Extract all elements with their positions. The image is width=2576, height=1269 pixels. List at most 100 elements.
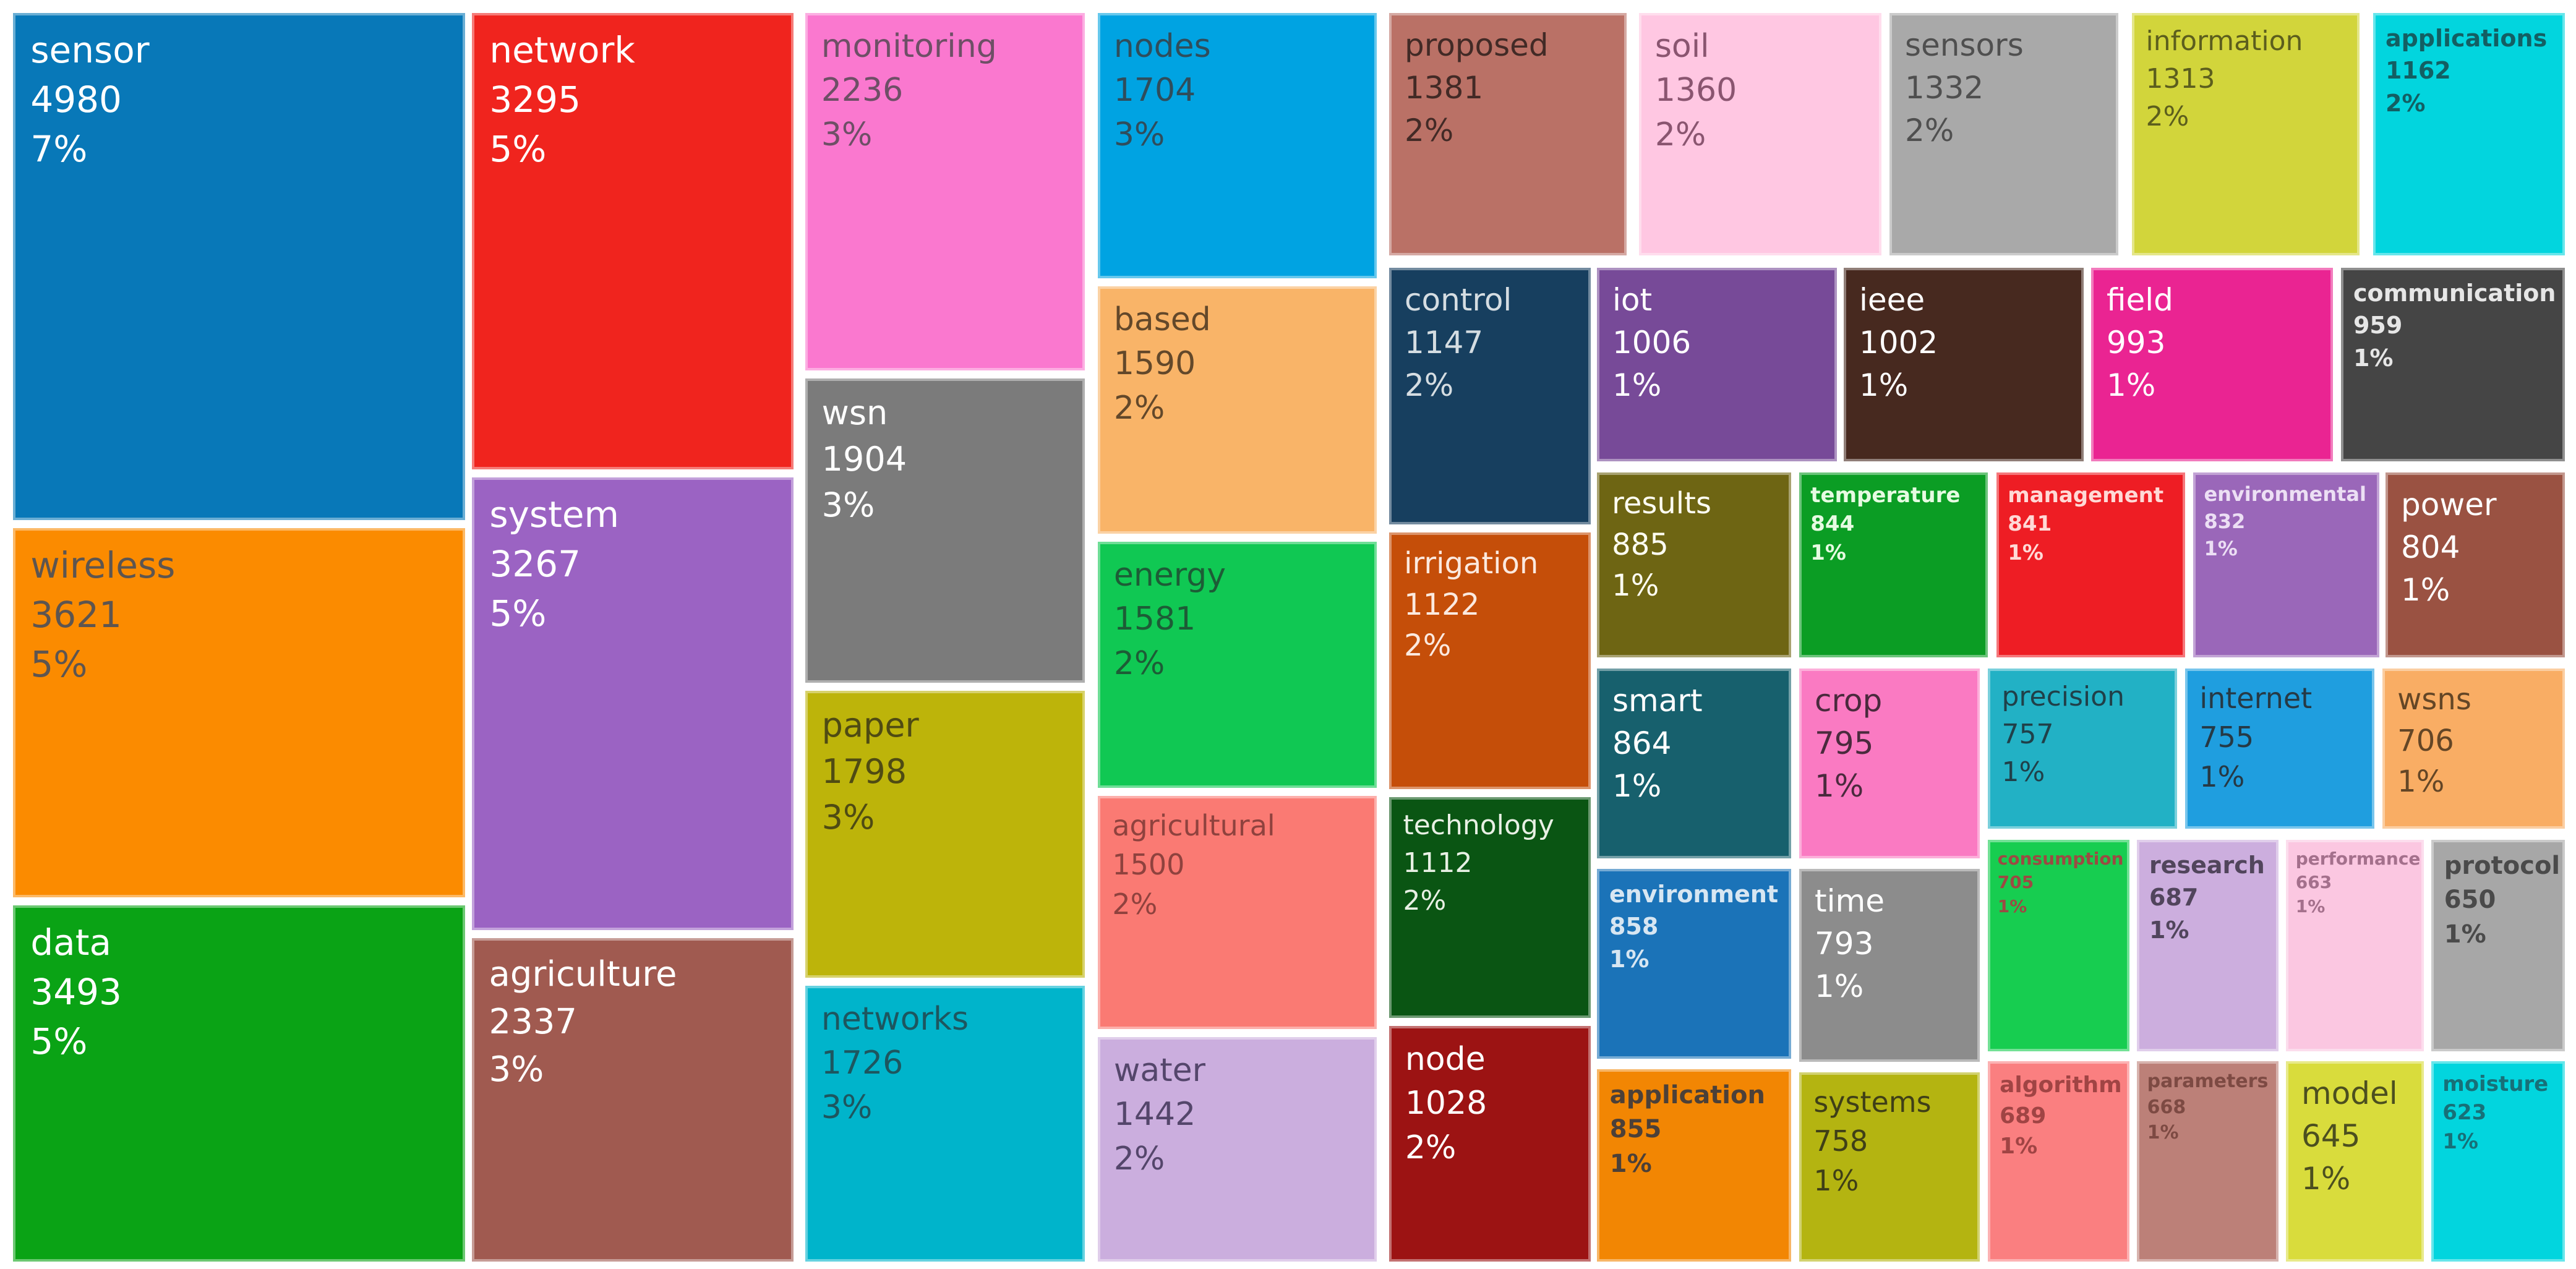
treemap-cell-application[interactable]: application 855 1%	[1597, 1069, 1791, 1262]
treemap-cell-research[interactable]: research 687 1%	[2137, 840, 2279, 1051]
cell-percent-value: 3%	[821, 485, 875, 525]
treemap-cell-applications[interactable]: applications 1162 2%	[2373, 13, 2565, 255]
treemap-cell-wsns[interactable]: wsns 706 1%	[2382, 669, 2565, 829]
cell-percent-value: 1%	[1813, 1163, 1859, 1197]
cell-word-label: applications	[2385, 24, 2548, 52]
treemap-cell-networks[interactable]: networks 1726 3%	[805, 986, 1085, 1262]
treemap-cell-wsn[interactable]: wsn 1904 3%	[805, 378, 1085, 683]
treemap-cell-environment[interactable]: environment 858 1%	[1597, 869, 1791, 1059]
treemap-cell-information[interactable]: information 1313 2%	[2132, 13, 2360, 255]
cell-count-value: 841	[2008, 511, 2052, 537]
treemap-cell-water[interactable]: water 1442 2%	[1098, 1037, 1377, 1262]
cell-percent-value: 2%	[1654, 116, 1706, 154]
treemap-cell-agricultural[interactable]: agricultural 1500 2%	[1098, 796, 1377, 1029]
treemap-cell-performance[interactable]: performance 663 1%	[2286, 840, 2424, 1051]
treemap-cell-agriculture[interactable]: agriculture 2337 3%	[472, 938, 794, 1262]
cell-word-label: research	[2149, 851, 2265, 879]
cell-word-label: system	[489, 494, 620, 536]
treemap-cell-algorithm[interactable]: algorithm 689 1%	[1988, 1061, 2129, 1262]
treemap-cell-parameters[interactable]: parameters 668 1%	[2137, 1061, 2279, 1262]
cell-word-label: paper	[821, 706, 919, 745]
cell-word-label: wireless	[30, 544, 176, 587]
treemap-cell-moisture[interactable]: moisture 623 1%	[2431, 1061, 2565, 1262]
treemap-cell-control[interactable]: control 1147 2%	[1389, 268, 1591, 524]
treemap-cell-power[interactable]: power 804 1%	[2386, 472, 2565, 657]
cell-word-label: crop	[1815, 683, 1883, 719]
treemap-cell-ieee[interactable]: ieee 1002 1%	[1844, 268, 2084, 461]
cell-percent-value: 2%	[1405, 113, 1454, 148]
treemap-cell-communication[interactable]: communication 959 1%	[2341, 268, 2565, 461]
treemap-cell-sensor[interactable]: sensor 4980 7%	[12, 13, 465, 520]
treemap-cell-paper[interactable]: paper 1798 3%	[805, 691, 1085, 978]
treemap-cell-results[interactable]: results 885 1%	[1597, 472, 1791, 657]
cell-count-value: 793	[1815, 926, 1874, 962]
cell-word-label: iot	[1612, 282, 1653, 318]
cell-percent-value: 1%	[2001, 756, 2045, 788]
cell-word-label: environmental	[2204, 482, 2366, 506]
treemap-cell-sensors[interactable]: sensors 1332 2%	[1889, 13, 2118, 255]
treemap-cell-crop[interactable]: crop 795 1%	[1799, 669, 1980, 858]
cell-percent-value: 2%	[2385, 89, 2426, 117]
cell-count-value: 864	[1612, 725, 1672, 761]
cell-word-label: agriculture	[489, 954, 677, 994]
cell-percent-value: 1%	[2000, 1134, 2038, 1160]
cell-count-value: 706	[2397, 723, 2454, 758]
cell-count-value: 3621	[30, 594, 122, 636]
cell-count-value: 1381	[1405, 70, 1484, 106]
cell-percent-value: 1%	[2204, 537, 2238, 561]
cell-word-label: communication	[2353, 279, 2556, 307]
cell-percent-value: 1%	[1609, 945, 1650, 973]
cell-word-label: agricultural	[1112, 808, 1275, 842]
cell-count-value: 1122	[1404, 587, 1480, 622]
treemap-cell-system[interactable]: system 3267 5%	[472, 477, 794, 930]
cell-count-value: 623	[2442, 1100, 2487, 1126]
cell-word-label: water	[1113, 1051, 1205, 1089]
treemap-cell-soil[interactable]: soil 1360 2%	[1639, 13, 1881, 255]
treemap-cell-nodes[interactable]: nodes 1704 3%	[1098, 13, 1377, 278]
cell-word-label: nodes	[1113, 27, 1211, 65]
treemap-cell-model[interactable]: model 645 1%	[2286, 1061, 2424, 1262]
treemap-cell-smart[interactable]: smart 864 1%	[1597, 669, 1791, 858]
cell-percent-value: 3%	[821, 1089, 873, 1127]
treemap-cell-node[interactable]: node 1028 2%	[1389, 1026, 1591, 1262]
cell-count-value: 804	[2401, 529, 2460, 565]
cell-percent-value: 3%	[821, 798, 875, 837]
treemap-cell-energy[interactable]: energy 1581 2%	[1098, 542, 1377, 788]
cell-percent-value: 2%	[1404, 628, 1452, 663]
treemap-cell-data[interactable]: data 3493 5%	[12, 905, 465, 1262]
treemap-cell-consumption[interactable]: consumption 705 1%	[1988, 840, 2129, 1051]
cell-word-label: field	[2107, 282, 2173, 318]
treemap-cell-protocol[interactable]: protocol 650 1%	[2431, 840, 2565, 1051]
treemap-cell-environmental[interactable]: environmental 832 1%	[2193, 472, 2379, 657]
cell-percent-value: 7%	[30, 128, 88, 171]
cell-word-label: smart	[1612, 683, 1703, 719]
treemap-cell-wireless[interactable]: wireless 3621 5%	[12, 528, 465, 897]
treemap-cell-internet[interactable]: internet 755 1%	[2185, 669, 2374, 829]
treemap-cell-temperature[interactable]: temperature 844 1%	[1799, 472, 1988, 657]
cell-percent-value: 1%	[1815, 768, 1864, 804]
cell-word-label: based	[1113, 301, 1211, 338]
cell-count-value: 663	[2295, 872, 2332, 893]
treemap-cell-iot[interactable]: iot 1006 1%	[1597, 268, 1837, 461]
cell-percent-value: 1%	[2353, 344, 2394, 372]
treemap-cell-management[interactable]: management 841 1%	[1996, 472, 2185, 657]
treemap-cell-monitoring[interactable]: monitoring 2236 3%	[805, 13, 1085, 370]
cell-percent-value: 3%	[489, 1049, 544, 1090]
cell-count-value: 1726	[821, 1045, 904, 1082]
treemap-cell-field[interactable]: field 993 1%	[2091, 268, 2333, 461]
treemap-cell-precision[interactable]: precision 757 1%	[1988, 669, 2177, 829]
treemap-cell-based[interactable]: based 1590 2%	[1098, 286, 1377, 534]
cell-count-value: 1028	[1405, 1085, 1487, 1122]
cell-count-value: 4980	[30, 79, 122, 121]
cell-count-value: 3267	[489, 543, 581, 586]
treemap-cell-proposed[interactable]: proposed 1381 2%	[1389, 13, 1627, 255]
treemap-cell-time[interactable]: time 793 1%	[1799, 869, 1980, 1062]
cell-word-label: management	[2008, 482, 2164, 508]
cell-percent-value: 1%	[2147, 1122, 2179, 1144]
treemap-cell-network[interactable]: network 3295 5%	[472, 13, 794, 469]
treemap-cell-irrigation[interactable]: irrigation 1122 2%	[1389, 532, 1591, 789]
cell-count-value: 1332	[1905, 70, 1984, 106]
cell-percent-value: 1%	[2107, 367, 2156, 403]
treemap-cell-systems[interactable]: systems 758 1%	[1799, 1072, 1980, 1262]
treemap-cell-technology[interactable]: technology 1112 2%	[1389, 797, 1591, 1018]
